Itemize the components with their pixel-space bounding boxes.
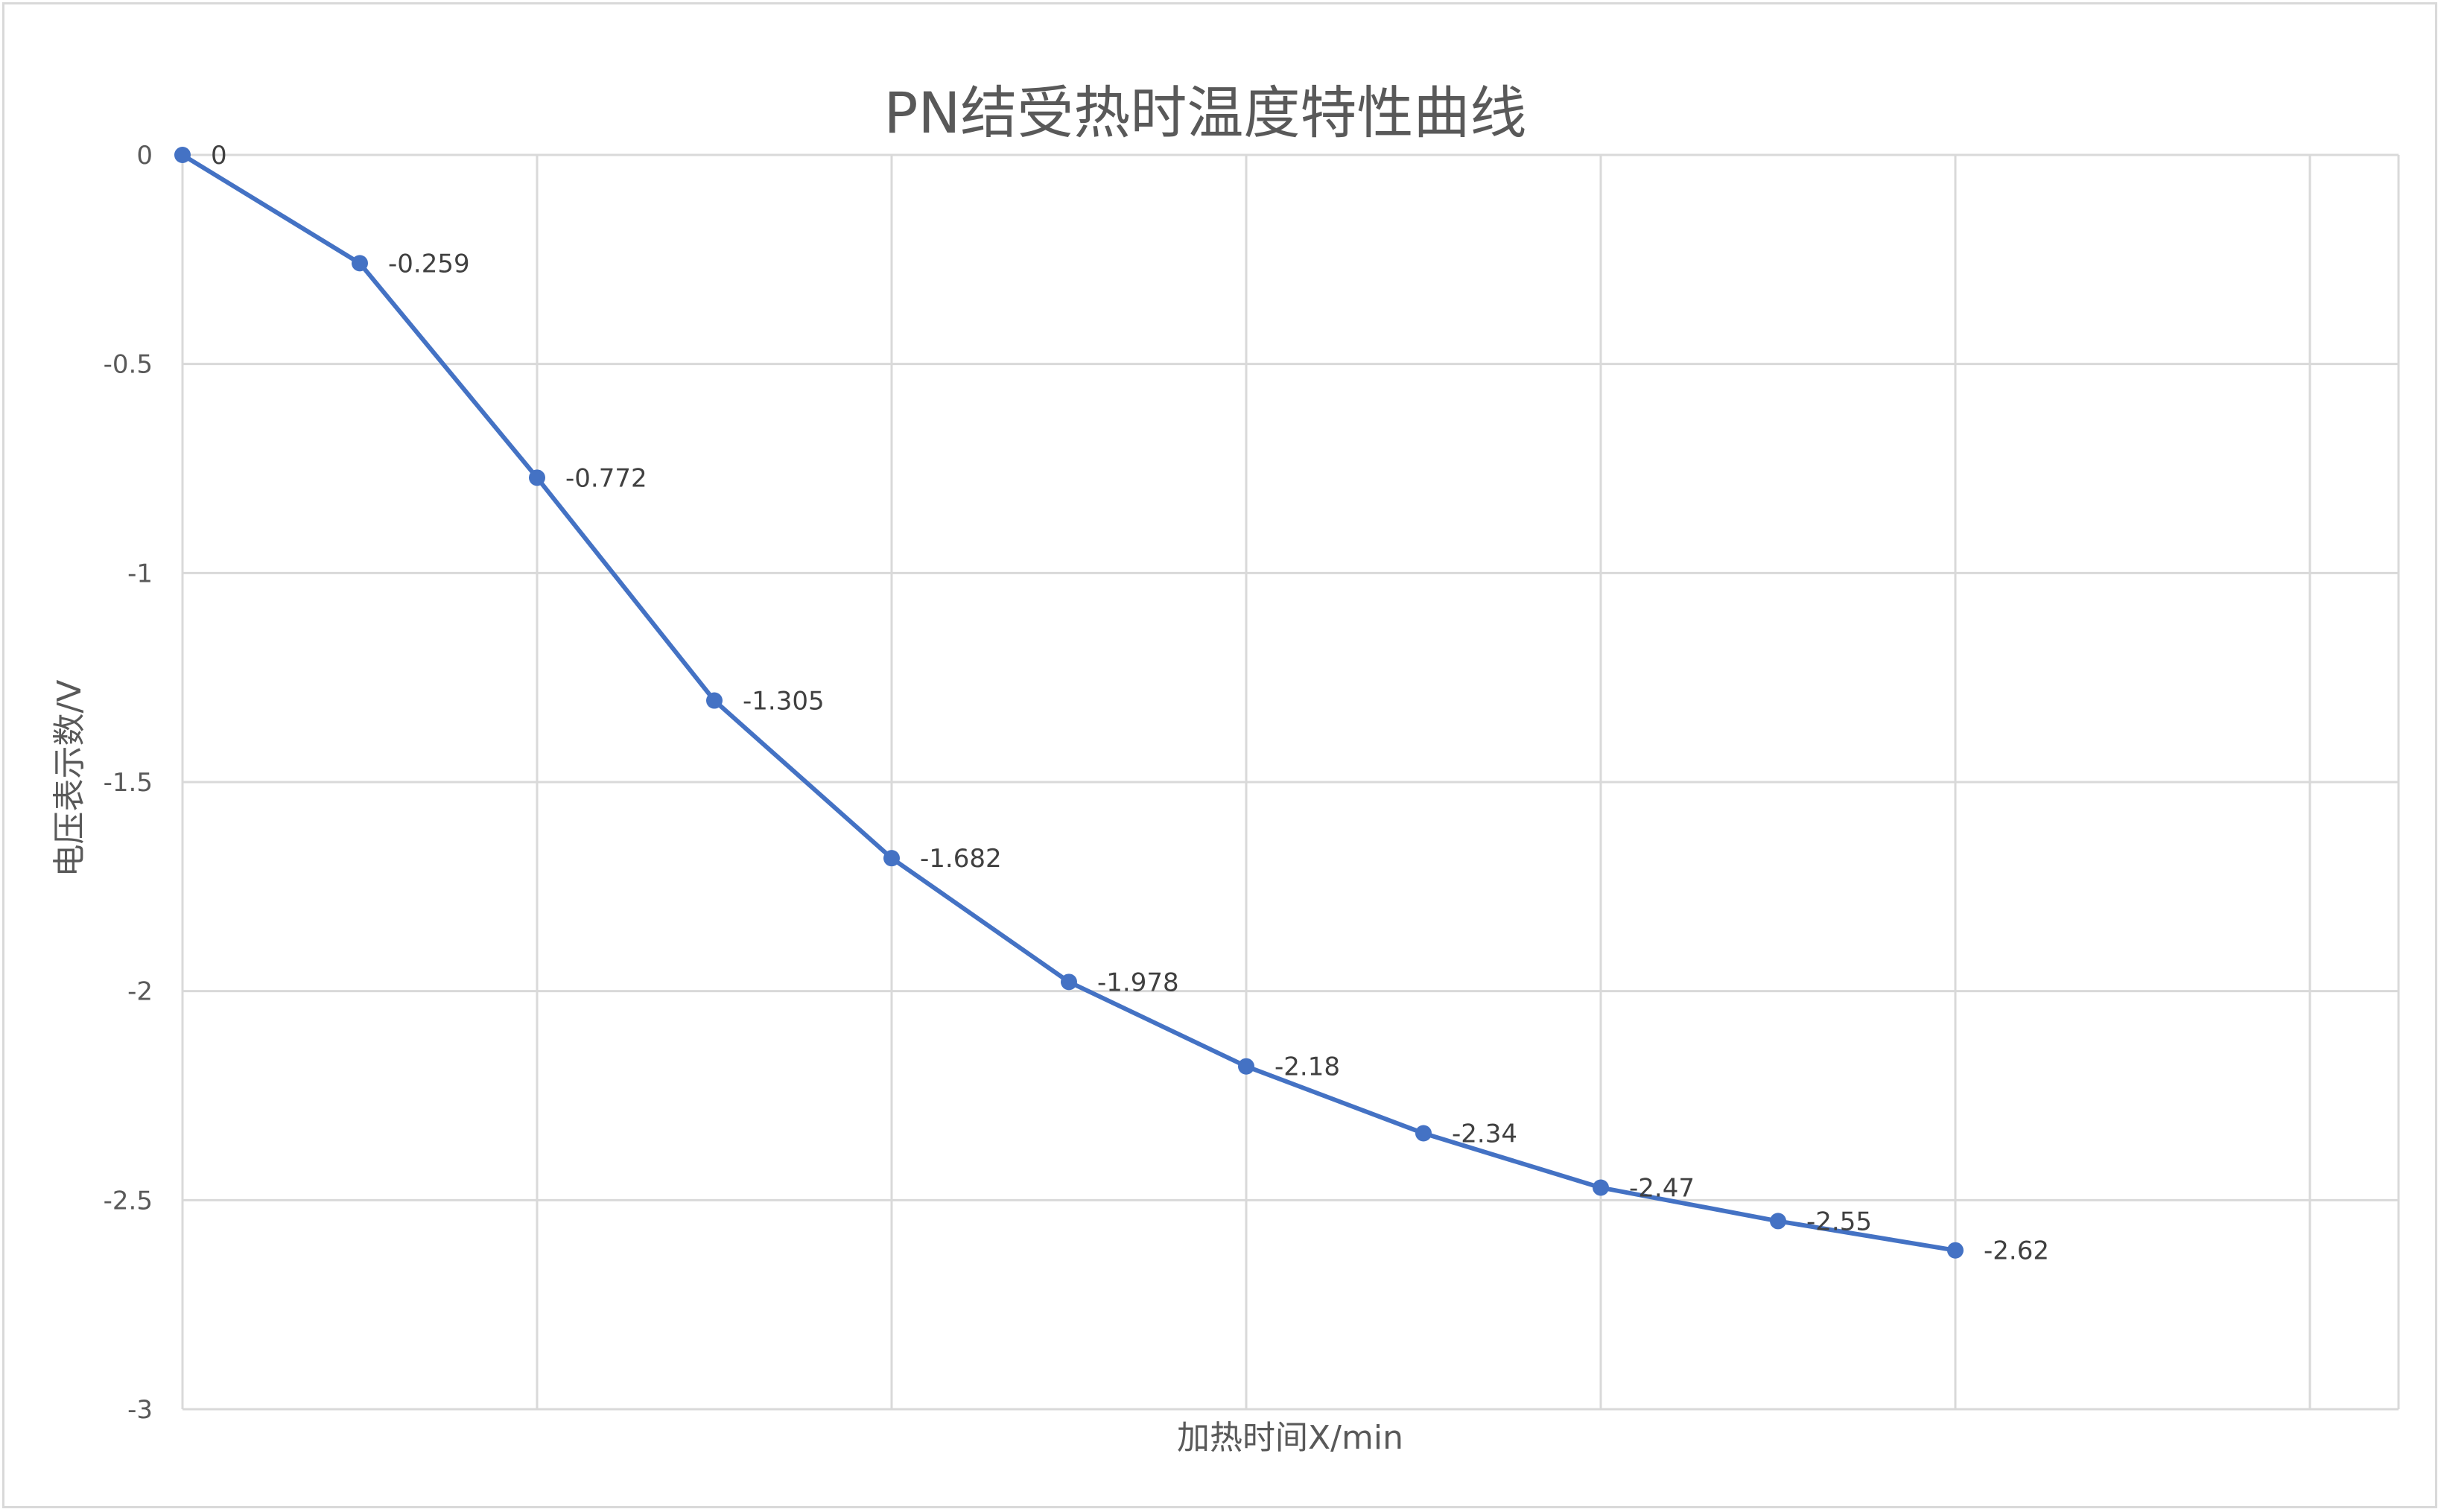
data-label: -0.259 [388,249,470,279]
data-label: -0.772 [565,463,647,493]
data-label: -1.978 [1097,968,1179,997]
data-label: 0 [211,141,227,171]
data-point [1238,1058,1254,1075]
data-label: -1.682 [920,844,1002,874]
data-label: -2.55 [1806,1207,1872,1236]
y-tick-label: -3 [127,1395,153,1425]
data-point [706,692,723,709]
data-label: -2.47 [1629,1173,1695,1203]
x-axis-title: 加热时间X/min [1177,1419,1403,1457]
data-label: -1.305 [743,687,825,717]
y-tick-label: 0 [136,141,153,171]
data-point [1593,1179,1609,1196]
y-tick-label: -2.5 [104,1186,153,1216]
gridlines [181,153,2400,1411]
y-tick-label: -1 [127,559,153,588]
chart-title: PN结受热时温度特性曲线 [884,80,1527,146]
data-point [529,469,545,486]
y-tick-label: -0.5 [104,350,153,380]
data-label: -2.34 [1452,1119,1517,1149]
series-line: 0 -0.259 -0.772 -1.305 -1.682 -1.978 -2.18 -2.3… [174,141,2049,1266]
data-point [352,255,368,272]
data-label: -2.62 [1984,1236,2049,1266]
data-point [1947,1242,1964,1259]
data-point [1770,1213,1786,1230]
y-tick-label: -2 [127,977,153,1007]
y-axis-title: 电压表示数/V [51,680,89,877]
data-point [883,850,900,867]
data-point [174,147,191,163]
y-tick-label: -1.5 [104,768,153,798]
data-point [1415,1125,1432,1142]
series-polyline [181,153,1956,1253]
data-point [1061,973,1077,991]
data-label: -2.18 [1275,1052,1340,1082]
y-axis-ticks: 0 -0.5 -1 -1.5 -2 -2.5 -3 [104,141,153,1425]
